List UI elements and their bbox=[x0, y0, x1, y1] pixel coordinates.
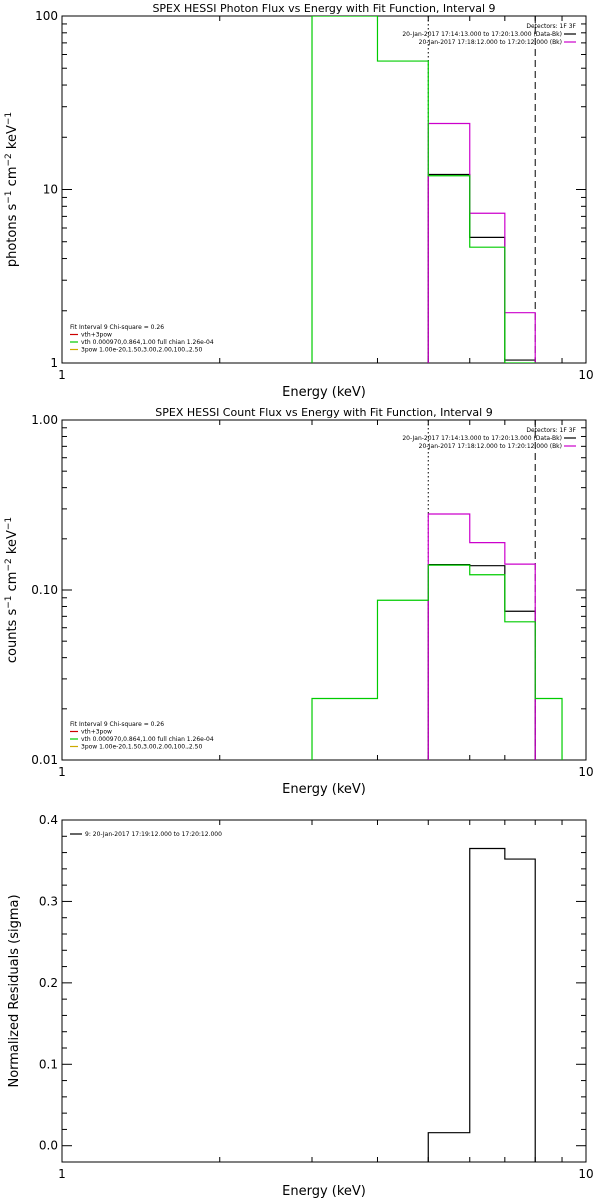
legend-fit-info: Fit Interval 9 Chi-square = 0.26 bbox=[70, 324, 164, 331]
plot-frame bbox=[61, 819, 587, 1163]
legend-entry: 3pow 1.00e-20,1.50,3.00,2.00,100.,2.50 bbox=[81, 347, 202, 354]
legend-entry: 9: 20-Jan-2017 17:19:12.000 to 17:20:12.… bbox=[85, 831, 222, 838]
series-step-line bbox=[427, 173, 536, 363]
legend-entry: 20-Jan-2017 17:18:12.000 to 17:20:12.000… bbox=[419, 39, 562, 46]
y-tick-label: 0.3 bbox=[39, 894, 58, 908]
series-step-line bbox=[427, 513, 536, 760]
y-axis-label-part: photons s bbox=[5, 204, 20, 268]
plot-frame bbox=[61, 419, 587, 761]
y-axis-label-part: cm bbox=[5, 167, 20, 191]
y-tick-label: 1 bbox=[50, 356, 58, 370]
legend-entry: vth 0.000970,0.864,1.00 full chian 1.26e… bbox=[81, 736, 214, 743]
series-step-line bbox=[311, 564, 563, 760]
y-tick-label: 0.01 bbox=[31, 753, 58, 767]
series-step-line bbox=[427, 122, 536, 363]
y-axis-label-part: keV bbox=[5, 125, 20, 153]
y-tick-label: 10 bbox=[43, 183, 58, 197]
x-tick-label: 1 bbox=[58, 368, 66, 382]
y-axis-label-exponent: −1 bbox=[4, 517, 14, 530]
y-axis-label: photons s−1 cm−2 keV−1 bbox=[4, 112, 20, 267]
y-tick-label: 0.1 bbox=[39, 1057, 58, 1071]
legend-entry: 3pow 1.00e-20,1.50,3.00,2.00,100.,2.50 bbox=[81, 744, 202, 751]
y-axis-label-exponent: −2 bbox=[4, 558, 14, 571]
x-tick-label: 1 bbox=[58, 765, 66, 779]
series-group bbox=[427, 847, 536, 1162]
y-tick-label: 1.00 bbox=[31, 413, 58, 427]
y-axis-label-exponent: −2 bbox=[4, 153, 14, 166]
count-flux-panel: SPEX HESSI Count Flux vs Energy with Fit… bbox=[4, 406, 594, 797]
y-tick-label: 0.4 bbox=[39, 813, 58, 827]
chart-title: SPEX HESSI Count Flux vs Energy with Fit… bbox=[155, 406, 492, 419]
series-group bbox=[311, 513, 563, 760]
legend-detectors: Detectors: 1F 3F bbox=[526, 427, 576, 434]
y-axis-label-part: keV bbox=[5, 530, 20, 558]
series-step-line bbox=[427, 564, 536, 760]
x-tick-label: 10 bbox=[578, 368, 593, 382]
y-axis-label-exponent: −1 bbox=[4, 595, 14, 608]
series-step-line bbox=[311, 16, 536, 363]
y-axis-label: Normalized Residuals (sigma) bbox=[7, 894, 22, 1087]
legend-entry: 20-Jan-2017 17:14:13.000 to 17:20:13.000… bbox=[402, 31, 562, 38]
legend-fit-info: Fit Interval 9 Chi-square = 0.26 bbox=[70, 721, 164, 728]
x-tick-label: 10 bbox=[578, 1167, 593, 1181]
y-tick-label: 100 bbox=[35, 9, 58, 23]
legend-entry: vth+3pow bbox=[81, 729, 112, 736]
y-axis-label-exponent: −1 bbox=[4, 112, 14, 125]
y-axis-label-part: counts s bbox=[5, 609, 20, 664]
y-axis-label: counts s−1 cm−2 keV−1 bbox=[4, 517, 20, 663]
series-group bbox=[311, 16, 536, 363]
plot-frame bbox=[61, 15, 587, 364]
x-tick-label: 10 bbox=[578, 765, 593, 779]
residuals-panel: 1 10 Energy (keV) 0.0 0.1 0.2 0.3 0.4 Normalized… bbox=[7, 813, 594, 1199]
x-axis-label: Energy (keV) bbox=[282, 385, 366, 400]
chart-title: SPEX HESSI Photon Flux vs Energy with Fi… bbox=[152, 2, 495, 15]
legend-entry: 20-Jan-2017 17:14:13.000 to 17:20:13.000… bbox=[402, 435, 562, 442]
x-axis-label: Energy (keV) bbox=[282, 782, 366, 797]
legend-entry: 20-Jan-2017 17:18:12.000 to 17:20:12.000… bbox=[419, 443, 562, 450]
legend-entry: vth+3pow bbox=[81, 332, 112, 339]
y-tick-label: 0.0 bbox=[39, 1139, 58, 1153]
y-tick-label: 0.10 bbox=[31, 583, 58, 597]
y-axis-label-part: cm bbox=[5, 572, 20, 596]
x-tick-label: 1 bbox=[58, 1167, 66, 1181]
y-axis-label-exponent: −1 bbox=[4, 190, 14, 203]
legend-entry: vth 0.000970,0.864,1.00 full chian 1.26e… bbox=[81, 339, 214, 346]
series-step-line bbox=[427, 847, 536, 1162]
y-tick-label: 0.2 bbox=[39, 976, 58, 990]
photon-flux-panel: SPEX HESSI Photon Flux vs Energy with Fi… bbox=[4, 2, 594, 400]
x-axis-label: Energy (keV) bbox=[282, 1184, 366, 1199]
legend-detectors: Detectors: 1F 3F bbox=[526, 23, 576, 30]
